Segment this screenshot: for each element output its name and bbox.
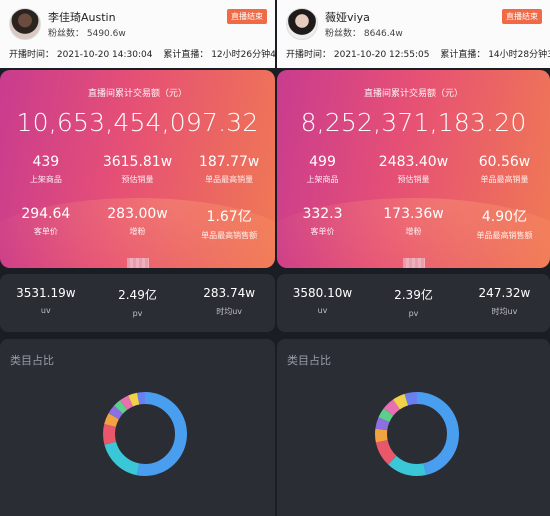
metric-pv: 2.39亿 pv	[368, 286, 459, 318]
metric-avg-order: 294.64 客单价	[0, 206, 92, 237]
metric-value: 4.90亿	[481, 209, 528, 225]
metric-value: 2.39亿	[394, 288, 433, 302]
metric-top-item-revenue: 4.90亿单品最高销售额	[459, 206, 550, 241]
stream-info: 开播时间： 2021-10-20 14:30:04 累计直播： 12小时26分钟…	[9, 47, 275, 60]
metric-value: 294.64	[21, 206, 71, 222]
avatar[interactable]	[9, 8, 41, 40]
metric-uv: 3580.10w uv	[277, 286, 368, 315]
metric-listed-items: 439 上架商品	[0, 154, 92, 185]
metric-hourly-uv: 283.74w 时均uv	[183, 286, 275, 317]
metric-label: 单品最高销量	[205, 175, 254, 184]
metric-value: 283.74w	[203, 286, 256, 300]
fans-count: 粉丝数： 5490.6w	[48, 29, 126, 39]
metric-new-fans: 173.36w 增粉	[368, 206, 459, 237]
traffic-card: 3531.19w uv 2.49亿 pv 283.74w 时均uv	[0, 274, 275, 332]
category-share-card: 类目占比	[0, 339, 275, 516]
metric-value: 499	[309, 154, 336, 170]
metric-label: 预估销量	[397, 175, 430, 184]
metric-new-fans: 283.00w 增粉	[92, 206, 184, 237]
streamer-panel-1: 李佳琦Austin 粉丝数： 5490.6w 直播结束 开播时间： 2021-1…	[0, 0, 275, 516]
metric-value: 283.00w	[107, 206, 168, 222]
total-sales-label: 直播间累计交易额（元）	[363, 89, 463, 99]
category-title: 类目占比	[287, 354, 331, 367]
metric-uv: 3531.19w uv	[0, 286, 92, 315]
metric-value: 3580.10w	[292, 286, 353, 300]
total-sales-label: 直播间累计交易额（元）	[87, 89, 187, 99]
metric-label: uv	[40, 306, 51, 315]
metric-pv: 2.49亿 pv	[92, 286, 184, 318]
metric-value: 2.49亿	[118, 288, 157, 302]
metric-value: 332.3	[302, 206, 343, 222]
metric-label: uv	[317, 306, 328, 315]
metric-est-sales: 3615.81w 预估销量	[92, 154, 184, 185]
metric-value: 3531.19w	[16, 286, 76, 300]
start-time: 开播时间： 2021-10-20 12:55:05	[286, 50, 430, 60]
metric-value: 60.56w	[478, 154, 531, 170]
metric-label: 增粉	[405, 227, 422, 236]
streamer-name: 李佳琦Austin	[48, 11, 116, 24]
stream-info: 开播时间： 2021-10-20 12:55:05 累计直播： 14小时28分钟…	[286, 47, 550, 60]
metric-hourly-uv: 247.32w 时均uv	[459, 286, 550, 317]
status-badge: 直播结束	[502, 9, 542, 24]
streamer-header: 薇娅viya 粉丝数： 8646.4w 直播结束 开播时间： 2021-10-2…	[277, 0, 550, 68]
metric-label: pv	[408, 309, 419, 318]
total-duration: 累计直播： 12小时26分钟42秒	[163, 50, 275, 60]
metric-value: 3615.81w	[102, 154, 173, 170]
start-time: 开播时间： 2021-10-20 14:30:04	[9, 50, 153, 60]
sales-summary-card: 直播间累计交易额（元） 10,653,454,097.32 439 上架商品 36…	[0, 70, 275, 268]
streamer-header: 李佳琦Austin 粉丝数： 5490.6w 直播结束 开播时间： 2021-1…	[0, 0, 275, 68]
total-sales-value: 10,653,454,097.32	[16, 108, 259, 137]
metric-avg-order: 332.3 客单价	[277, 206, 368, 237]
total-sales-value: 8,252,371,183.20	[300, 108, 527, 137]
metric-listed-items: 499 上架商品	[277, 154, 368, 185]
category-title: 类目占比	[10, 354, 54, 367]
metric-value: 2483.40w	[378, 154, 449, 170]
metric-label: pv	[132, 309, 143, 318]
category-donut-chart[interactable]	[100, 389, 190, 479]
metric-label: 时均uv	[491, 307, 518, 316]
metric-value: 187.77w	[198, 154, 260, 170]
metric-top-item-volume: 60.56w 单品最高销量	[459, 154, 550, 185]
metric-label: 增粉	[129, 227, 146, 236]
metric-label: 客单价	[310, 227, 335, 236]
metric-value: 439	[32, 154, 60, 170]
metric-est-sales: 2483.40w 预估销量	[368, 154, 459, 185]
metric-label: 单品最高销量	[480, 175, 529, 184]
metric-label: 单品最高销售额	[201, 231, 258, 240]
metric-label: 上架商品	[29, 175, 62, 184]
pixelated-watermark	[126, 258, 149, 268]
metric-top-item-volume: 187.77w 单品最高销量	[183, 154, 275, 185]
metric-top-item-revenue: 1.67亿单品最高销售额	[183, 206, 275, 241]
total-duration: 累计直播： 14小时28分钟33秒	[440, 50, 550, 60]
metric-label: 时均uv	[216, 307, 243, 316]
streamer-panel-2: 薇娅viya 粉丝数： 8646.4w 直播结束 开播时间： 2021-10-2…	[277, 0, 550, 516]
traffic-card: 3580.10w uv 2.39亿 pv 247.32w 时均uv	[277, 274, 550, 332]
metric-label: 预估销量	[121, 175, 154, 184]
metric-value: 1.67亿	[206, 209, 252, 225]
metric-label: 上架商品	[306, 175, 339, 184]
category-share-card: 类目占比	[277, 339, 550, 516]
streamer-name: 薇娅viya	[325, 11, 370, 24]
sales-summary-card: 直播间累计交易额（元） 8,252,371,183.20 499 上架商品 248…	[277, 70, 550, 268]
metric-value: 173.36w	[383, 206, 444, 222]
fans-count: 粉丝数： 8646.4w	[325, 29, 403, 39]
metric-label: 客单价	[33, 227, 58, 236]
category-donut-chart[interactable]	[372, 389, 462, 479]
pixelated-watermark	[402, 258, 425, 268]
metric-label: 单品最高销售额	[476, 231, 533, 240]
metric-value: 247.32w	[478, 286, 531, 300]
status-badge: 直播结束	[227, 9, 267, 24]
avatar[interactable]	[286, 8, 318, 40]
